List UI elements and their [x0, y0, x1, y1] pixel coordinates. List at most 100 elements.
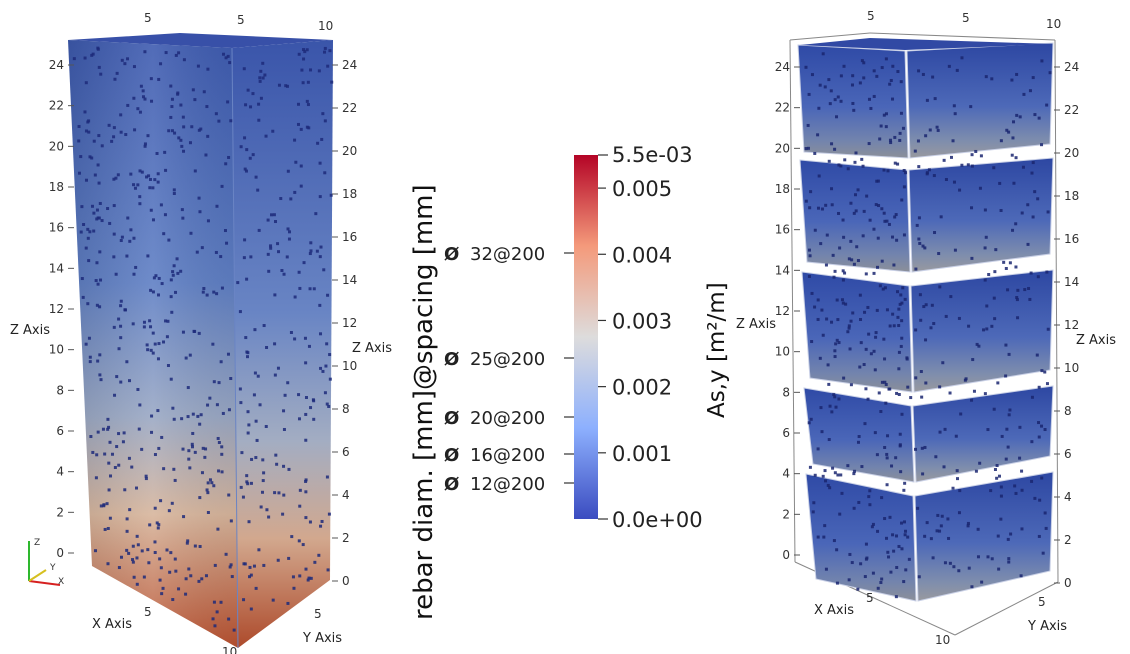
z-tick-label: 14: [1064, 275, 1079, 289]
z-tick-label: 14: [775, 263, 790, 277]
rebar-axis-title: rebar diam. [mm]@spacing [mm]: [409, 184, 439, 620]
rebar-label: 16@200: [470, 445, 545, 466]
right-top-tick-2: 5: [962, 11, 970, 25]
right-bounding-box: [789, 32, 1059, 636]
z-tick-label: 6: [782, 426, 790, 440]
z-tick-label: 8: [342, 402, 350, 416]
z-tick-label: 24: [775, 60, 790, 74]
z-tick-label: 22: [342, 101, 357, 115]
z-tick-label: 12: [49, 302, 64, 316]
right-x-end-tick: 10: [935, 633, 950, 647]
z-tick-label: 20: [1064, 146, 1079, 160]
z-tick-label: 18: [342, 187, 357, 201]
colorbar-gradient: [574, 155, 598, 519]
z-tick-label: 22: [49, 99, 64, 113]
z-tick-label: 6: [56, 424, 64, 438]
colorbar-tick-label: 0.001: [612, 442, 672, 466]
z-tick-label: 22: [775, 101, 790, 115]
z-tick-label: 24: [342, 58, 357, 72]
z-tick-label: 18: [49, 180, 64, 194]
z-tick-label: 2: [1064, 533, 1072, 547]
z-tick-label: 6: [342, 445, 350, 459]
z-tick-label: 14: [342, 273, 357, 287]
left-x-tick: 5: [144, 605, 152, 619]
left-top-tick-3: 10: [318, 19, 333, 33]
triad-z-label: Z: [34, 538, 40, 548]
z-tick-label: 8: [782, 385, 790, 399]
right-top-tick-1: 5: [867, 9, 875, 23]
colorbar-tick-label: 0.004: [612, 243, 672, 267]
z-tick-label: 8: [56, 383, 64, 397]
orientation-triad: Z Y X: [28, 538, 64, 587]
z-tick-label: 16: [342, 230, 357, 244]
z-tick-label: 0: [1064, 576, 1072, 590]
z-tick-label: 12: [342, 316, 357, 330]
colorbar-min-label: 0.0e+00: [612, 508, 703, 532]
left-y-axis-label: Y Axis: [302, 631, 342, 646]
triad-y-label: Y: [49, 563, 56, 573]
z-tick-label: 24: [49, 58, 64, 72]
z-tick-label: 14: [49, 261, 64, 275]
left-x-axis-label: X Axis: [92, 617, 132, 632]
triad-x-label: X: [58, 577, 64, 587]
z-tick-label: 4: [1064, 490, 1072, 504]
z-tick-label: 10: [775, 345, 790, 359]
z-tick-label: 20: [342, 144, 357, 158]
z-tick-label: 16: [1064, 232, 1079, 246]
left-element-markers: [72, 46, 334, 632]
rebar-diameter-symbol: Ø: [444, 349, 459, 370]
z-tick-label: 10: [342, 359, 357, 373]
rebar-label: 32@200: [470, 244, 545, 265]
colorbar-ticks: 0.005 0.004 0.003 0.002 0.001: [598, 177, 672, 466]
z-tick-label: 2: [782, 507, 790, 521]
left-block-side-face: [232, 40, 333, 648]
colorbar-title: As,y [m²/m]: [704, 282, 730, 418]
z-tick-label: 0: [782, 548, 790, 562]
rebar-diameter-symbol: Ø: [444, 445, 459, 466]
z-tick-label: 0: [342, 574, 350, 588]
right-y-tick: 5: [1038, 595, 1046, 609]
right-element-markers: [804, 52, 1052, 599]
z-tick-label: 12: [775, 304, 790, 318]
z-tick-label: 10: [49, 343, 64, 357]
rebar-labels: Ø 32@200 Ø 25@200 Ø 20@200 Ø 16@200 Ø 12@200: [444, 244, 574, 495]
z-tick-label: 20: [49, 139, 64, 153]
rebar-diameter-symbol: Ø: [444, 408, 459, 429]
z-tick-label: 10: [1064, 361, 1079, 375]
right-y-axis-label: Y Axis: [1027, 619, 1067, 634]
z-tick-label: 2: [56, 505, 64, 519]
left-z-axis-label-left: Z Axis: [10, 323, 50, 338]
rebar-diameter-symbol: Ø: [444, 474, 459, 495]
left-front-shading: [68, 40, 238, 648]
z-tick-label: 16: [49, 221, 64, 235]
right-x-tick: 5: [866, 591, 874, 605]
right-top-tick-3: 10: [1046, 17, 1061, 31]
z-tick-label: 18: [1064, 189, 1079, 203]
colorbar-tick-label: 0.005: [612, 177, 672, 201]
colorbar: 5.5e-03 0.0e+00 0.0050.0040.0030.0020.00…: [574, 143, 703, 532]
z-tick-label: 22: [1064, 103, 1079, 117]
z-tick-label: 4: [56, 465, 64, 479]
left-block-edge: [231, 47, 239, 649]
colorbar-tick-label: 0.002: [612, 376, 672, 400]
z-tick-label: 0: [56, 546, 64, 560]
left-y-tick: 5: [314, 607, 322, 621]
z-tick-label: 12: [1064, 318, 1079, 332]
right-x-axis-label: X Axis: [814, 603, 854, 618]
z-tick-label: 4: [782, 467, 790, 481]
left-block-top-face: [68, 33, 333, 48]
right-exploded-blocks: [797, 38, 1054, 602]
z-tick-label: 20: [775, 141, 790, 155]
z-tick-label: 4: [342, 488, 350, 502]
left-x-end-tick: 10: [222, 645, 237, 654]
z-tick-label: 18: [775, 182, 790, 196]
z-tick-label: 16: [775, 223, 790, 237]
z-tick-label: 24: [1064, 60, 1079, 74]
z-tick-label: 2: [342, 531, 350, 545]
rebar-diameter-symbol: Ø: [444, 244, 459, 265]
